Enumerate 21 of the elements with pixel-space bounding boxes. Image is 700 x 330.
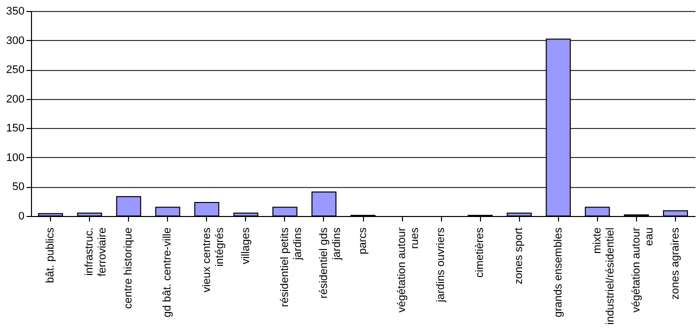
x-tick-label: gd bât. centre-ville xyxy=(162,228,174,318)
x-tick-label: villages xyxy=(240,227,252,264)
x-tick-label: grands ensembles xyxy=(552,227,564,318)
y-tick-label: 250 xyxy=(6,64,24,76)
y-tick-label: 50 xyxy=(12,181,24,194)
x-tick-label: zones sport xyxy=(513,228,526,284)
x-tick-label: centre historique xyxy=(122,228,135,309)
y-tick-label: 150 xyxy=(6,122,24,135)
x-tick-label: végétation autour rues xyxy=(396,227,422,313)
y-tick-label: 300 xyxy=(6,34,24,47)
y-tick-label: 350 xyxy=(6,6,24,18)
x-tick-label: jardins ouvriers xyxy=(435,227,448,304)
x-tick-label: parcs xyxy=(357,227,369,254)
y-tick-label: 200 xyxy=(6,93,24,106)
y-tick-label: 100 xyxy=(6,152,24,164)
x-tick-label: zones agraires xyxy=(669,227,682,300)
y-tick-label: 0 xyxy=(18,210,24,222)
x-tick-label: végétation autour eau xyxy=(630,227,656,313)
x-tick-label: bât. publics xyxy=(44,227,57,284)
x-tick-label: résidentiel petits jardins xyxy=(278,227,304,307)
x-tick-label: cimetières xyxy=(474,227,486,278)
